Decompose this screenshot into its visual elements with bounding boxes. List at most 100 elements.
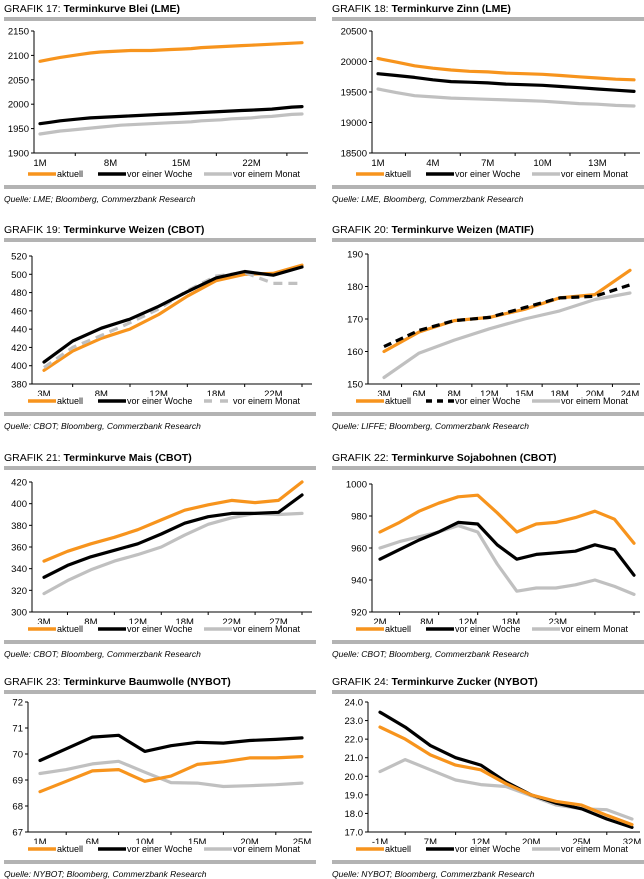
legend-label: vor einer Woche (127, 169, 193, 179)
source-note: Quelle: LME, Bloomberg, Commerzbank Rese… (332, 194, 524, 204)
series-line-aktuell (38, 41, 304, 63)
legend-label: vor einem Monat (561, 844, 629, 854)
x-tick-label: 13M (588, 158, 607, 169)
y-tick-label: 360 (11, 543, 27, 554)
plot-area: 920 940 960 980 1000 2M 8M 12M 18M 23M (346, 480, 640, 624)
source-note: Quelle: LME; Bloomberg, Commerzbank Rese… (4, 194, 196, 204)
legend-item: aktuell (28, 169, 83, 179)
legend-swatch (98, 627, 126, 631)
plot-area: 17.0 18.0 19.0 20.0 21.0 22.0 23.0 24.0 -1M 7M 12M… (345, 698, 642, 845)
series-line-aktuell (42, 480, 304, 563)
y-tick-label: 23.0 (345, 716, 364, 727)
x-tick-label: 25M (572, 837, 591, 844)
legend-swatch (98, 847, 126, 851)
plot-area: 18500 19000 19500 20000 20500 1M 4M 7M 10M 13M (341, 27, 640, 169)
legend-item: vor einer Woche (98, 844, 192, 854)
legend-swatch (28, 399, 56, 403)
legend: aktuell vor einer Woche vor einem Monat (332, 624, 644, 638)
x-tick-label: 1M (33, 158, 46, 169)
x-tick-label: 18M (207, 389, 226, 396)
y-tick-label: 190 (347, 250, 363, 261)
legend-label: aktuell (385, 624, 412, 634)
y-tick-label: 20000 (341, 57, 367, 68)
legend-label: vor einem Monat (561, 169, 629, 179)
plot-area: 150 160 170 180 190 3M 6M 8M 12M 15M 18M 20M 24M (347, 250, 640, 396)
footer-separator (332, 640, 644, 644)
y-tick-label: 19000 (341, 118, 367, 129)
y-tick-label: 920 (351, 608, 367, 619)
legend-item: aktuell (356, 169, 411, 179)
x-tick-label: 8M (84, 617, 97, 624)
legend: aktuell vor einer Woche vor einem Monat (332, 844, 644, 858)
legend-item: aktuell (28, 844, 83, 854)
chart-title: GRAFIK 23: Terminkurve Baumwolle (NYBOT) (4, 676, 231, 688)
chart-panel-g18: GRAFIK 18: Terminkurve Zinn (LME) 18500 1… (332, 2, 644, 204)
x-tick-label: 2M (373, 617, 386, 624)
y-tick-label: 460 (11, 306, 27, 317)
x-tick-label: 15M (172, 158, 191, 169)
y-tick-label: 520 (11, 252, 27, 263)
legend-swatch (98, 399, 126, 403)
legend-label: vor einem Monat (233, 169, 301, 179)
y-tick-label: 70 (12, 750, 23, 761)
y-tick-label: 440 (11, 325, 27, 336)
x-tick-label: 22M (222, 617, 241, 624)
x-tick-label: 32M (623, 837, 642, 844)
legend-item: vor einem Monat (204, 844, 300, 854)
y-tick-label: 960 (351, 544, 367, 555)
x-tick-label: 23M (549, 617, 568, 624)
legend-item: vor einer Woche (98, 169, 192, 179)
series-line-vor-einem-Monat (38, 112, 304, 136)
x-tick-label: 3M (377, 389, 390, 396)
legend-label: aktuell (57, 844, 84, 854)
legend: aktuell vor einer Woche vor einem Monat (4, 624, 316, 638)
legend: aktuell vor einer Woche vor einem Monat (332, 169, 644, 183)
y-tick-label: 18500 (341, 149, 367, 160)
legend-label: vor einer Woche (127, 396, 193, 406)
title-separator (332, 466, 644, 470)
x-tick-label: 3M (37, 617, 50, 624)
footer-separator (332, 412, 644, 416)
x-tick-label: 1M (33, 837, 46, 844)
legend-item: vor einem Monat (532, 396, 628, 406)
x-tick-label: 12M (480, 389, 499, 396)
chart-title: GRAFIK 22: Terminkurve Sojabohnen (CBOT) (332, 452, 557, 464)
plot-area: 300 320 340 360 380 400 420 3M 8M 12M 18M 22M 27M (11, 478, 312, 624)
y-tick-label: 19.0 (345, 790, 364, 801)
chart-title: GRAFIK 24: Terminkurve Zucker (NYBOT) (332, 676, 538, 688)
legend-label: vor einem Monat (561, 624, 629, 634)
legend-label: vor einer Woche (455, 624, 521, 634)
series-line-vor-einem-Monat (378, 523, 636, 597)
plot-area: 67 68 69 70 71 72 1M 6M 10M 15M 20M 25M (12, 698, 312, 844)
chart-title: GRAFIK 21: Terminkurve Mais (CBOT) (4, 452, 192, 464)
legend-item: vor einem Monat (532, 844, 628, 854)
y-tick-label: 20.0 (345, 772, 364, 783)
series-line-aktuell (378, 725, 634, 827)
x-tick-label: 6M (413, 389, 426, 396)
x-tick-label: 7M (481, 158, 494, 169)
y-tick-label: 21.0 (345, 753, 364, 764)
x-tick-label: 12M (129, 617, 148, 624)
x-tick-label: 3M (37, 389, 50, 396)
series-line-vor-einer-Woche (42, 265, 304, 364)
y-tick-label: 150 (347, 380, 363, 391)
series-line-vor-einem-Monat (382, 291, 632, 380)
chart-title: GRAFIK 19: Terminkurve Weizen (CBOT) (4, 224, 205, 236)
y-tick-label: 400 (11, 361, 27, 372)
legend-label: aktuell (385, 169, 412, 179)
y-tick-label: 480 (11, 288, 27, 299)
source-note: Quelle: CBOT; Bloomberg, Commerzbank Res… (4, 649, 201, 659)
series-line-vor-einer-Woche (383, 283, 631, 349)
x-tick-label: 18M (550, 389, 569, 396)
x-tick-label: 20M (240, 837, 259, 844)
legend-swatch (532, 847, 560, 851)
footer-separator (4, 860, 316, 864)
legend-label: vor einem Monat (233, 844, 301, 854)
series-line-aktuell (382, 268, 632, 354)
y-tick-label: 1000 (346, 480, 367, 491)
x-tick-label: 20M (586, 389, 605, 396)
legend-item: aktuell (356, 396, 411, 406)
series-line-aktuell (378, 493, 636, 545)
legend-swatch (356, 172, 384, 176)
footer-separator (4, 185, 316, 189)
